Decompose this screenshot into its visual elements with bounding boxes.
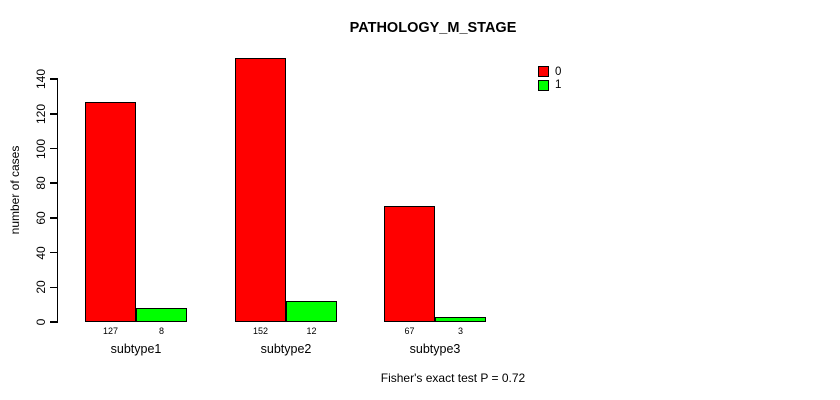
x-category-label: subtype2	[260, 342, 312, 356]
y-tick-label: 100	[34, 138, 48, 159]
y-axis-tick	[50, 286, 58, 289]
bar-1-subtype1	[136, 308, 187, 322]
y-tick-label: 140	[34, 69, 48, 90]
bar-value-label: 12	[306, 326, 317, 336]
bar-value-label: 152	[252, 326, 269, 336]
legend-label: 0	[555, 65, 562, 78]
legend-label: 1	[555, 79, 562, 91]
y-tick-label: 40	[34, 245, 48, 260]
y-tick-label: 60	[34, 211, 48, 225]
y-axis-tick	[50, 182, 58, 184]
y-axis-line	[56, 78, 58, 323]
bar-value-label: 8	[158, 326, 165, 336]
x-category-label: subtype1	[110, 342, 162, 356]
y-tick-label: 120	[34, 103, 48, 124]
bar-value-label: 67	[404, 326, 415, 336]
y-tick-label: 80	[34, 176, 48, 190]
y-tick-label: 0	[34, 318, 48, 326]
bar-value-label: 3	[457, 326, 464, 336]
legend-swatch-1	[538, 79, 549, 91]
bar-1-subtype2	[286, 301, 337, 322]
legend-swatch-0	[538, 66, 549, 77]
bar-0-subtype1	[85, 102, 136, 322]
bar-1-subtype3	[435, 317, 486, 322]
y-axis-tick	[50, 217, 58, 219]
y-axis-tick	[50, 251, 58, 254]
fisher-test-annotation: Fisher's exact test P = 0.72	[380, 371, 526, 385]
y-axis-title: number of cases	[8, 145, 22, 235]
y-axis-tick	[50, 78, 58, 80]
bar-value-label: 127	[102, 326, 119, 336]
y-axis-tick	[50, 147, 58, 150]
x-category-label: subtype3	[409, 342, 461, 356]
y-axis-tick	[50, 321, 58, 323]
y-tick-label: 20	[34, 280, 48, 294]
bar-0-subtype3	[384, 206, 435, 322]
bar-0-subtype2	[235, 58, 286, 322]
chart-title: PATHOLOGY_M_STAGE	[349, 20, 517, 36]
y-axis-tick	[50, 113, 58, 115]
